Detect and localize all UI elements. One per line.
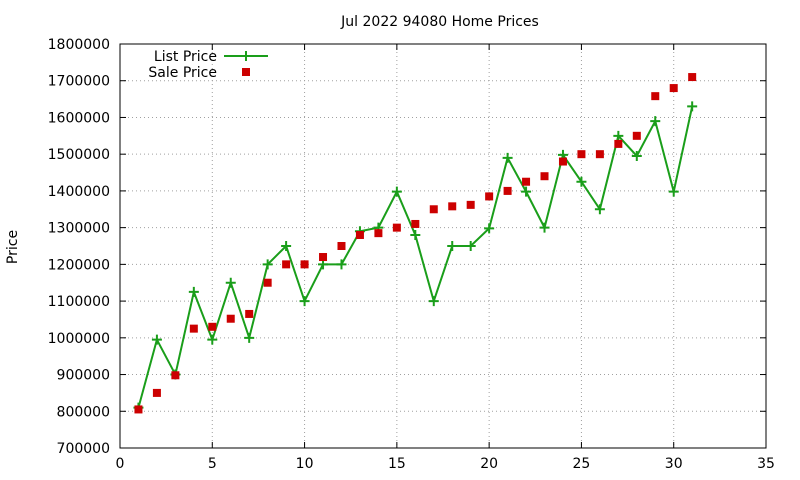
- x-tick-label: 10: [296, 456, 314, 472]
- list-price-point: [391, 186, 402, 197]
- sale-price-point: [245, 309, 254, 318]
- y-axis-label: Price: [5, 230, 21, 264]
- sale-price-point: [503, 186, 512, 195]
- x-tick-label: 0: [116, 456, 125, 472]
- list-price-point: [410, 229, 421, 240]
- y-tick-label: 1600000: [48, 110, 110, 126]
- list-price-point: [336, 259, 347, 270]
- sale-price-point: [614, 139, 623, 148]
- x-tick-label: 15: [388, 456, 406, 472]
- sale-price-point: [522, 177, 531, 186]
- legend: List Price Sale Price: [148, 49, 268, 81]
- list-price-line: [137, 106, 694, 408]
- list-price-point: [447, 241, 458, 251]
- list-price-point: [188, 286, 199, 297]
- sale-price-point: [632, 131, 641, 140]
- sale-price-point: [300, 260, 309, 269]
- sale-price-point: [392, 223, 401, 232]
- list-price-point: [650, 116, 661, 127]
- legend-label-list-price: List Price: [154, 49, 217, 65]
- y-tick-label: 900000: [57, 368, 110, 384]
- list-price-point: [576, 176, 587, 187]
- list-price-point: [521, 186, 532, 197]
- sale-price-point: [208, 322, 217, 331]
- sale-price-point: [171, 371, 180, 380]
- list-price-point: [244, 332, 255, 343]
- sale-price-point: [319, 253, 328, 262]
- y-tick-label: 1100000: [48, 294, 110, 310]
- sale-price-point: [577, 150, 586, 159]
- series-group: [133, 73, 698, 414]
- list-price-point: [318, 259, 329, 270]
- list-price-point: [484, 223, 495, 234]
- chart-title: Jul 2022 94080 Home Prices: [340, 14, 539, 30]
- list-price-point: [687, 101, 698, 112]
- grid: [120, 44, 766, 448]
- list-price-point: [668, 186, 679, 197]
- list-price-point: [225, 277, 236, 288]
- y-tick-label: 700000: [57, 441, 110, 457]
- sale-price-point: [466, 200, 475, 209]
- list-price-point: [428, 296, 439, 307]
- sale-price-point: [337, 242, 346, 250]
- x-tick-label: 5: [208, 456, 217, 472]
- sale-price-point: [595, 150, 604, 159]
- sale-price-point: [485, 192, 494, 201]
- sale-price-point: [688, 73, 697, 82]
- list-price-point: [262, 259, 273, 270]
- sale-price-point: [429, 205, 438, 214]
- legend-label-sale-price: Sale Price: [148, 65, 217, 81]
- y-tick-label: 1800000: [48, 37, 110, 53]
- plot-border: [119, 43, 767, 449]
- axes: 0 5 10 15 20 25 30 35 700000 800000 900000 1000000 1…: [48, 37, 775, 472]
- legend-marker-list-price: [241, 51, 251, 61]
- y-tick-label: 1500000: [48, 147, 110, 163]
- y-tick-label: 1300000: [48, 221, 110, 237]
- sale-price-point: [355, 230, 364, 239]
- y-tick-label: 1200000: [48, 257, 110, 273]
- sale-price-point: [134, 405, 143, 414]
- sale-price-point: [263, 278, 272, 287]
- sale-price-point: [540, 172, 549, 181]
- list-price-point: [281, 241, 292, 251]
- list-price-point: [465, 241, 476, 251]
- list-price-point: [594, 204, 605, 215]
- sale-price-point: [189, 324, 198, 333]
- x-tick-label: 30: [665, 456, 683, 472]
- list-price-point: [613, 130, 624, 141]
- sale-price-point: [651, 92, 660, 101]
- y-tick-label: 1000000: [48, 331, 110, 347]
- sale-price-point: [152, 388, 161, 397]
- sale-price-point: [448, 202, 457, 211]
- sale-price-point: [282, 260, 291, 269]
- sale-price-point: [374, 229, 383, 238]
- list-price-point: [631, 151, 642, 162]
- sale-price-point: [411, 219, 420, 228]
- legend-swatch-sale-price: [242, 68, 250, 76]
- sale-price-point: [558, 157, 567, 166]
- y-tick-label: 800000: [57, 404, 110, 420]
- list-price-point: [207, 334, 218, 345]
- list-price-point: [539, 222, 550, 233]
- x-tick-label: 20: [480, 456, 498, 472]
- sale-price-point: [669, 84, 678, 93]
- list-price-point: [502, 152, 513, 163]
- list-price-point: [299, 296, 310, 307]
- y-tick-label: 1700000: [48, 74, 110, 90]
- y-tick-label: 1400000: [48, 184, 110, 200]
- sale-price-point: [226, 314, 235, 323]
- x-tick-label: 25: [573, 456, 591, 472]
- list-price-point: [151, 334, 162, 345]
- x-tick-label: 35: [757, 456, 775, 472]
